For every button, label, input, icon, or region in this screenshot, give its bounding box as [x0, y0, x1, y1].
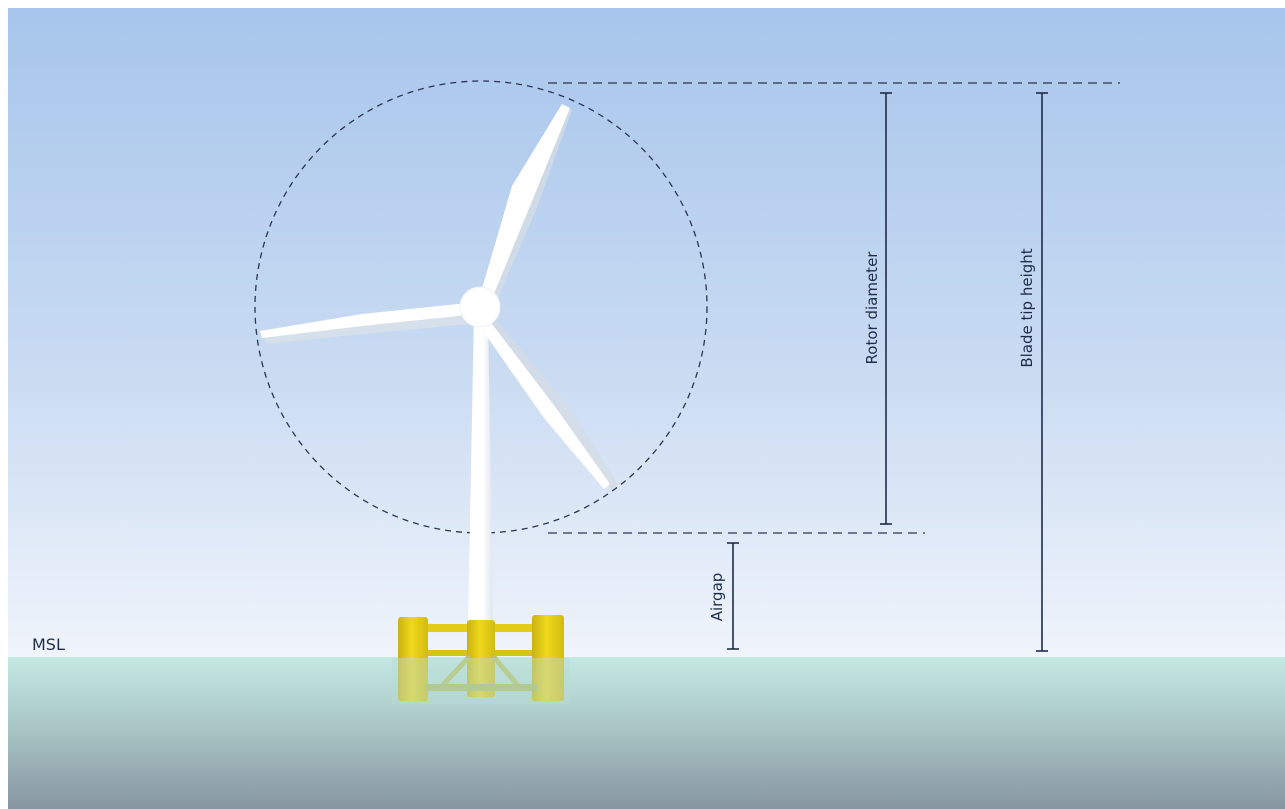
sky-background	[8, 8, 1285, 658]
submerged-water-tint	[392, 658, 570, 704]
blade-tip-height-dimension	[1036, 92, 1048, 652]
blade-tip-height-label: Blade tip height	[1018, 248, 1036, 367]
turbine-tower	[468, 312, 493, 625]
airgap-dimension	[727, 542, 739, 650]
rotor-diameter-label: Rotor diameter	[863, 251, 881, 365]
turbine-blades	[260, 104, 618, 490]
rotor-diameter-dimension	[880, 92, 892, 525]
msl-label: MSL	[32, 635, 65, 654]
airgap-label: Airgap	[708, 573, 726, 622]
sea-surface	[8, 657, 1285, 809]
floating-platform	[398, 615, 564, 701]
turbine-hub	[459, 286, 501, 328]
